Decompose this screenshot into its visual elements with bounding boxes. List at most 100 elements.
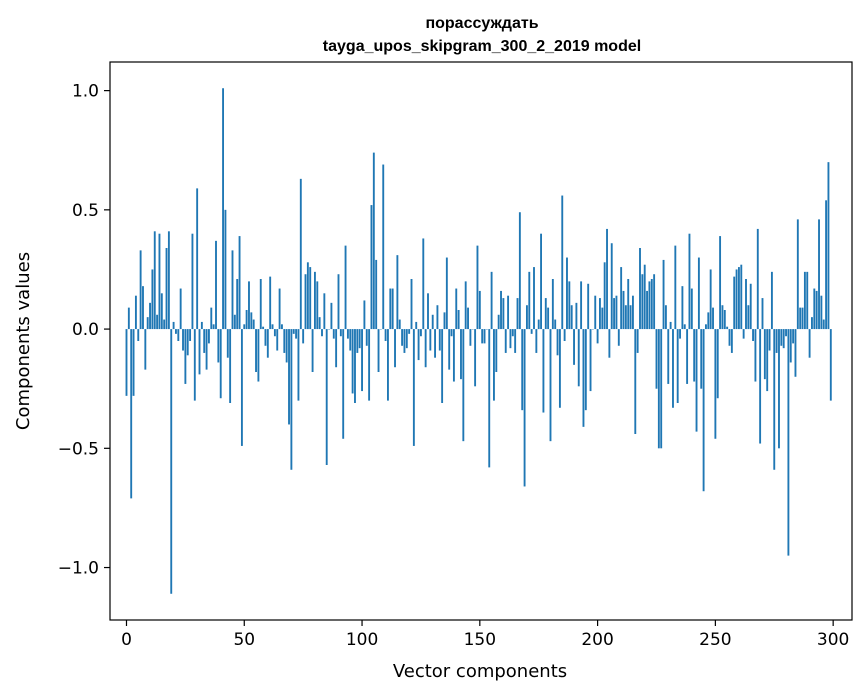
bar <box>438 329 441 351</box>
bar <box>523 329 526 487</box>
bar <box>212 324 215 330</box>
bar <box>144 329 147 370</box>
bar <box>756 228 759 330</box>
bar <box>264 329 267 346</box>
plot-frame <box>109 61 853 621</box>
bar <box>368 329 371 401</box>
bar <box>219 329 222 399</box>
bar <box>132 329 135 396</box>
bar <box>419 329 422 337</box>
bar <box>332 329 335 339</box>
bar <box>370 205 373 330</box>
bar <box>377 329 380 372</box>
bar <box>707 312 710 330</box>
bar <box>417 329 420 361</box>
bar <box>434 329 436 358</box>
bar <box>516 298 519 330</box>
bar <box>608 329 611 358</box>
bar <box>248 281 250 330</box>
bar <box>587 283 590 330</box>
bar <box>624 305 627 330</box>
bar <box>436 305 439 330</box>
chart-title: порассуждать <box>425 15 538 32</box>
bar <box>806 271 809 330</box>
bar <box>509 329 512 349</box>
bar <box>302 329 305 344</box>
bar <box>660 329 663 449</box>
bar <box>622 290 625 330</box>
bar <box>787 329 790 556</box>
bar <box>683 324 686 330</box>
bar <box>723 310 726 330</box>
bar <box>151 269 154 330</box>
x-tick-label: 50 <box>233 630 255 650</box>
bar <box>634 329 637 434</box>
bar <box>629 305 632 330</box>
bar <box>540 233 542 330</box>
bar <box>568 281 571 330</box>
bar <box>391 288 394 330</box>
bar <box>535 329 538 353</box>
bar <box>511 329 514 337</box>
bar <box>226 329 229 358</box>
bar <box>403 329 406 353</box>
bar <box>389 288 392 330</box>
bar <box>295 329 298 339</box>
bar <box>733 276 736 330</box>
bar <box>695 329 698 432</box>
bar <box>229 329 232 403</box>
bar <box>490 271 493 330</box>
bar <box>278 288 281 330</box>
bar <box>676 329 679 403</box>
x-tick-label: 0 <box>121 630 132 650</box>
bar <box>142 286 144 330</box>
bar <box>205 329 208 370</box>
bar <box>344 245 347 330</box>
bar <box>431 314 434 330</box>
bar <box>648 281 651 330</box>
bar <box>401 329 404 346</box>
bar <box>297 329 300 401</box>
bar <box>349 329 352 351</box>
bar <box>448 329 451 370</box>
chart-subtitle: tayga_upos_skipgram_300_2_2019 model <box>323 38 641 55</box>
bar <box>504 329 507 353</box>
bar <box>427 293 429 330</box>
bar <box>803 271 806 330</box>
bar <box>441 329 444 403</box>
bar <box>316 281 319 330</box>
bar <box>283 329 286 353</box>
bar <box>631 295 634 330</box>
bar <box>737 267 740 330</box>
bar <box>457 310 460 330</box>
bar <box>577 329 580 387</box>
bar <box>792 329 795 344</box>
bar <box>752 329 754 341</box>
bar <box>582 329 585 427</box>
bar <box>596 329 599 344</box>
bar <box>450 329 453 337</box>
x-tick-label: 100 <box>346 630 378 650</box>
bar <box>429 329 432 351</box>
bar <box>785 329 787 337</box>
bar <box>262 326 265 330</box>
bar <box>290 329 293 470</box>
bar <box>269 276 272 330</box>
bar <box>238 236 241 330</box>
bar <box>452 329 455 382</box>
bar <box>372 152 375 330</box>
bar <box>233 314 236 330</box>
bar <box>245 310 248 330</box>
bar <box>742 329 745 339</box>
bar <box>759 329 762 444</box>
bar <box>387 329 389 401</box>
bar <box>240 329 243 446</box>
bar <box>763 329 766 380</box>
bar <box>335 329 338 368</box>
bar <box>500 290 502 330</box>
bar <box>709 269 712 330</box>
bar <box>603 262 606 330</box>
bar <box>424 329 427 368</box>
x-tick-label: 300 <box>817 630 849 650</box>
bar <box>469 329 472 346</box>
